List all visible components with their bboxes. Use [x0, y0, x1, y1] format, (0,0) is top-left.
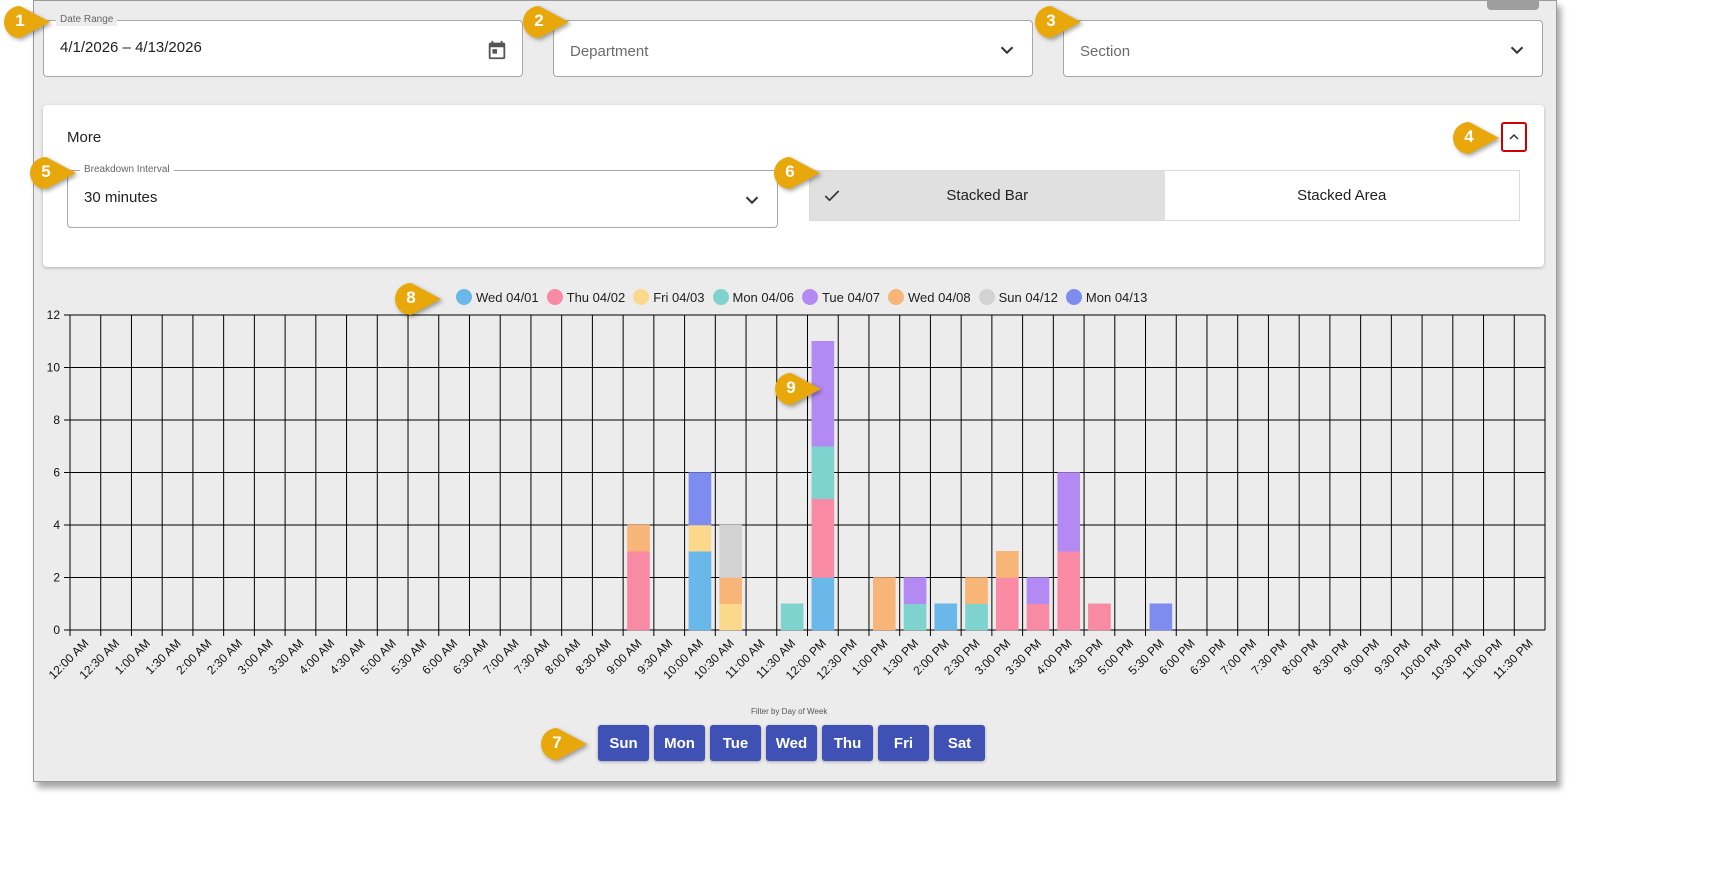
legend-label: Wed 04/08: [908, 289, 971, 305]
legend-swatch: [712, 289, 729, 305]
breakdown-interval-select[interactable]: Breakdown Interval 30 minutes: [67, 164, 778, 228]
date-range-label: Date Range: [56, 14, 118, 26]
legend-item[interactable]: Sun 04/12: [978, 289, 1058, 305]
legend-label: Mon 04/06: [732, 289, 794, 305]
callout-badge: 2: [522, 5, 569, 38]
date-range-field[interactable]: Date Range 4/1/2026 – 4/13/2026: [43, 14, 523, 77]
section-select[interactable]: Section: [1063, 20, 1543, 77]
legend-label: Sun 04/12: [998, 289, 1058, 305]
callout-number: 8: [406, 288, 416, 307]
legend-item[interactable]: Mon 04/13: [1065, 289, 1148, 305]
chevron-down-icon: [1000, 46, 1014, 55]
legend-swatch: [888, 289, 904, 305]
legend-item[interactable]: Mon 04/06: [712, 289, 794, 305]
day-filter-sun-button[interactable]: Sun: [598, 725, 649, 761]
day-filter-mon-button[interactable]: Mon: [654, 725, 705, 761]
breakdown-interval-label: Breakdown Interval: [80, 164, 174, 176]
department-select[interactable]: Department: [553, 20, 1033, 77]
legend-label: Fri 04/03: [653, 289, 705, 305]
callout-number: 2: [534, 11, 544, 30]
calendar-icon[interactable]: [486, 39, 508, 61]
chart-type-toggle: Stacked Bar Stacked Area: [809, 170, 1520, 221]
callout-number: 9: [786, 378, 796, 397]
callout-number: 7: [552, 733, 562, 752]
chart-legend: Wed 04/01 Thu 04/02 Fri 04/03 Mon 04/06 Tue …: [456, 289, 1155, 305]
legend-swatch: [1065, 289, 1082, 305]
chevron-down-icon: [745, 196, 759, 205]
top-action-button[interactable]: [1487, 0, 1539, 10]
callout-badge: 3: [1034, 5, 1081, 38]
stacked-bar-label: Stacked Bar: [946, 187, 1029, 204]
legend-item[interactable]: Wed 04/01: [456, 289, 539, 305]
more-options-card: More Breakdown Interval 30 minutes Stack…: [43, 105, 1544, 267]
legend-label: Thu 04/02: [566, 289, 626, 305]
day-filter-wed-button[interactable]: Wed: [766, 725, 817, 761]
callout-badge: 8: [394, 282, 441, 315]
callout-badge: 1: [3, 5, 50, 38]
legend-item[interactable]: Thu 04/02: [546, 289, 626, 305]
legend-swatch: [633, 289, 650, 305]
legend-swatch: [456, 289, 472, 305]
callout-number: 6: [785, 162, 795, 181]
legend-item[interactable]: Fri 04/03: [633, 289, 705, 305]
callout-badge: 4: [1452, 121, 1499, 154]
breakdown-interval-value: 30 minutes: [84, 189, 158, 206]
legend-label: Mon 04/13: [1085, 289, 1148, 305]
callout-number: 3: [1046, 11, 1056, 30]
stacked-bar-option[interactable]: Stacked Bar: [810, 171, 1165, 220]
day-filter-sat-button[interactable]: Sat: [934, 725, 985, 761]
callout-badge: 7: [540, 727, 587, 760]
legend-swatch: [978, 289, 995, 305]
callout-badge: 6: [773, 156, 820, 189]
day-filter-tue-button[interactable]: Tue: [710, 725, 761, 761]
section-placeholder: Section: [1080, 43, 1131, 60]
department-placeholder: Department: [570, 43, 649, 60]
more-title: More: [67, 129, 102, 146]
day-filter-buttons: Sun Mon Tue Wed Thu Fri Sat: [598, 725, 985, 761]
callout-number: 5: [41, 162, 51, 181]
legend-item[interactable]: Tue 04/07: [801, 289, 880, 305]
day-filter-thu-button[interactable]: Thu: [822, 725, 873, 761]
callout-badge: 5: [29, 156, 76, 189]
callout-number: 1: [15, 11, 25, 30]
legend-swatch: [801, 289, 818, 305]
date-range-value: 4/1/2026 – 4/13/2026: [60, 39, 202, 56]
callout-badge: 9: [774, 372, 821, 405]
legend-swatch: [546, 289, 563, 305]
legend-label: Tue 04/07: [821, 289, 880, 305]
stacked-area-option[interactable]: Stacked Area: [1165, 171, 1520, 220]
chevron-up-icon: [1509, 133, 1519, 140]
collapse-button[interactable]: [1501, 122, 1527, 152]
legend-item[interactable]: Wed 04/08: [888, 289, 971, 305]
check-icon: [824, 190, 840, 202]
chevron-down-icon: [1510, 46, 1524, 55]
stacked-area-label: Stacked Area: [1297, 187, 1387, 204]
legend-label: Wed 04/01: [476, 289, 539, 305]
callout-number: 4: [1464, 127, 1474, 146]
day-filter-fri-button[interactable]: Fri: [878, 725, 929, 761]
day-filter-label: Filter by Day of Week: [751, 707, 828, 716]
